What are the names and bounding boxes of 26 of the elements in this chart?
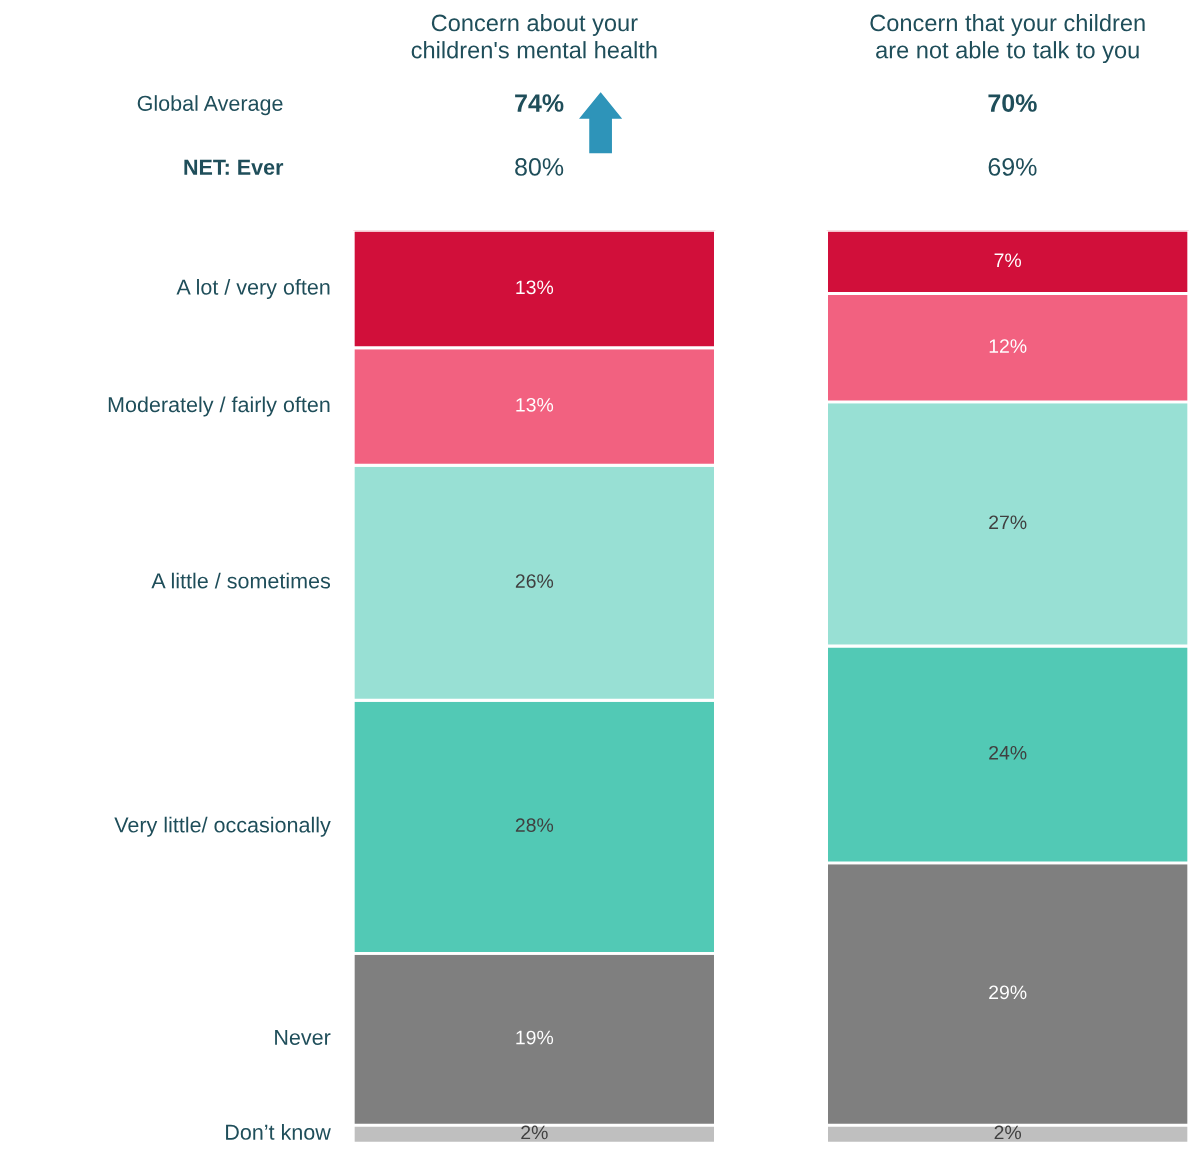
data-label: 28% bbox=[515, 818, 554, 832]
series-label: Moderately / fairly often bbox=[108, 396, 330, 417]
series-label: Never bbox=[275, 1029, 331, 1045]
series-label: A lot / very often bbox=[176, 278, 330, 300]
x-tick-label: Concern about your children's mental health bbox=[411, 13, 657, 59]
text: 70% bbox=[988, 94, 1037, 112]
data-label: 13% bbox=[516, 397, 554, 412]
data-label: 27% bbox=[989, 515, 1027, 530]
text: Global Average bbox=[137, 95, 283, 116]
data-label: 12% bbox=[989, 339, 1027, 353]
series-label: Very little/ occasionally bbox=[114, 816, 331, 837]
data-label: 24% bbox=[989, 745, 1027, 760]
text: NET: Ever bbox=[184, 159, 284, 175]
x-tick-label: Concern that your children are not able to talk to you bbox=[870, 13, 1145, 64]
data-label: 2% bbox=[994, 1125, 1022, 1140]
data-label: 13% bbox=[516, 280, 554, 295]
data-label: 2% bbox=[521, 1125, 548, 1140]
data-label: 29% bbox=[989, 985, 1027, 1000]
text: 69% bbox=[988, 158, 1037, 176]
series-label: A little / sometimes bbox=[151, 572, 331, 589]
data-label: 19% bbox=[516, 1030, 554, 1045]
series-label: Don’t know bbox=[226, 1124, 331, 1140]
data-label: 7% bbox=[994, 253, 1022, 268]
text: 80% bbox=[515, 158, 564, 176]
text: 74% bbox=[515, 94, 564, 112]
data-label: 26% bbox=[515, 574, 554, 588]
